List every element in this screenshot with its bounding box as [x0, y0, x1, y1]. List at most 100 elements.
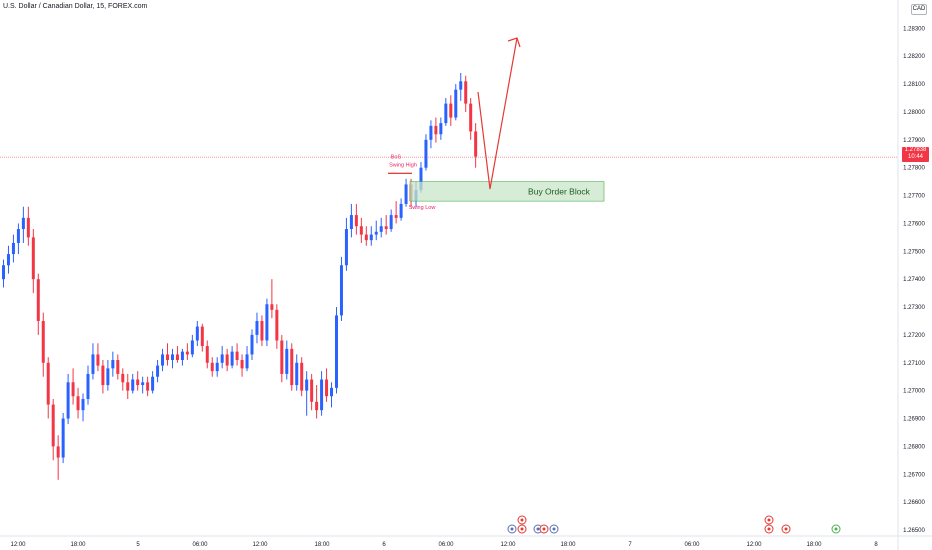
economic-event-icon[interactable] [517, 515, 527, 525]
candle [230, 346, 234, 369]
candle [374, 220, 378, 241]
swing-low-label: Swing Low [409, 205, 436, 211]
candle [86, 365, 90, 405]
candle-body [46, 362, 50, 405]
candle [136, 371, 140, 391]
candle [270, 279, 274, 319]
candle [76, 387, 80, 419]
candle [285, 340, 289, 380]
candle [305, 371, 309, 416]
candle-body [275, 309, 279, 341]
y-tick-label: 1.28300 [903, 26, 925, 32]
economic-event-icon[interactable] [507, 524, 517, 534]
candle-body [136, 379, 140, 386]
y-tick-label: 1.27800 [903, 166, 925, 172]
candle [399, 198, 403, 221]
candle [215, 357, 219, 377]
candle [51, 399, 55, 461]
y-tick-label: 1.26900 [903, 417, 925, 423]
candle [325, 368, 329, 402]
candle-body [384, 226, 388, 230]
candle [280, 334, 284, 383]
candle-body [439, 123, 443, 135]
candle-body [61, 418, 65, 458]
economic-event-icon[interactable] [549, 524, 559, 534]
candle-body [369, 234, 373, 241]
candle-body [66, 382, 70, 419]
candle-body [240, 360, 244, 369]
candle [56, 435, 60, 480]
candle-body [111, 360, 115, 369]
candle [36, 273, 40, 335]
swing-high-label: Swing High [389, 162, 417, 168]
candle [339, 256, 343, 321]
candle [434, 117, 438, 143]
y-tick-label: 1.26800 [903, 444, 925, 450]
y-tick-label: 1.27400 [903, 277, 925, 283]
candle-body [81, 399, 85, 411]
candle [290, 343, 294, 391]
candle-body [220, 354, 224, 363]
candle-body [459, 81, 463, 90]
candle [200, 323, 204, 352]
candle-body [170, 354, 174, 360]
economic-event-icon[interactable] [539, 524, 549, 534]
candle [91, 343, 95, 380]
buy-order-block-zone[interactable] [409, 181, 605, 202]
x-tick-label: 18:00 [560, 542, 576, 548]
candle-body [424, 139, 428, 168]
candle [379, 217, 383, 238]
candle-body [364, 234, 368, 241]
candle [334, 307, 338, 394]
candle-body [146, 382, 150, 391]
x-tick-label: 06:00 [684, 542, 700, 548]
candle-body [2, 265, 5, 280]
candle [180, 348, 184, 366]
candle [245, 346, 249, 372]
event-dot [536, 527, 540, 531]
economic-event-icon[interactable] [831, 524, 841, 534]
x-tick-label: 18:00 [314, 542, 330, 548]
candle-body [185, 351, 189, 355]
x-tick-label: 06:00 [438, 542, 454, 548]
economic-event-icon[interactable] [764, 524, 774, 534]
candle-body [36, 279, 40, 321]
candle-body [429, 125, 433, 140]
candle-body [175, 354, 179, 360]
economic-event-icon[interactable] [781, 524, 791, 534]
candle [195, 320, 199, 347]
candle [330, 382, 334, 408]
candle-body [76, 396, 80, 411]
candle [255, 312, 259, 344]
candle-body [205, 346, 209, 363]
y-tick-label: 1.26500 [903, 528, 925, 534]
x-tick-label: 18:00 [806, 542, 822, 548]
candle-body [86, 373, 90, 400]
candle-body [295, 362, 299, 386]
candle [146, 376, 150, 397]
candle [111, 351, 115, 377]
x-tick-label: 6 [382, 542, 386, 548]
candle [349, 203, 353, 238]
candle-body [31, 237, 35, 280]
candle-body [200, 326, 204, 347]
candle-body [310, 379, 314, 402]
candle [474, 123, 478, 168]
candle-body [6, 254, 10, 266]
last-price-tag: 1.27838 10:44 [902, 147, 929, 162]
candle [250, 329, 254, 360]
candle [320, 371, 324, 416]
economic-event-icon[interactable] [517, 524, 527, 534]
candle [359, 217, 363, 243]
event-dot [542, 527, 546, 531]
economic-event-icon[interactable] [764, 515, 774, 525]
currency-badge[interactable]: CAD [911, 4, 927, 15]
candle-body [305, 379, 309, 391]
candle [46, 357, 50, 419]
candle [454, 84, 458, 121]
x-tick-label: 12:00 [746, 542, 762, 548]
y-tick-label: 1.28100 [903, 82, 925, 88]
candle [11, 234, 15, 263]
candle-body [359, 226, 363, 235]
